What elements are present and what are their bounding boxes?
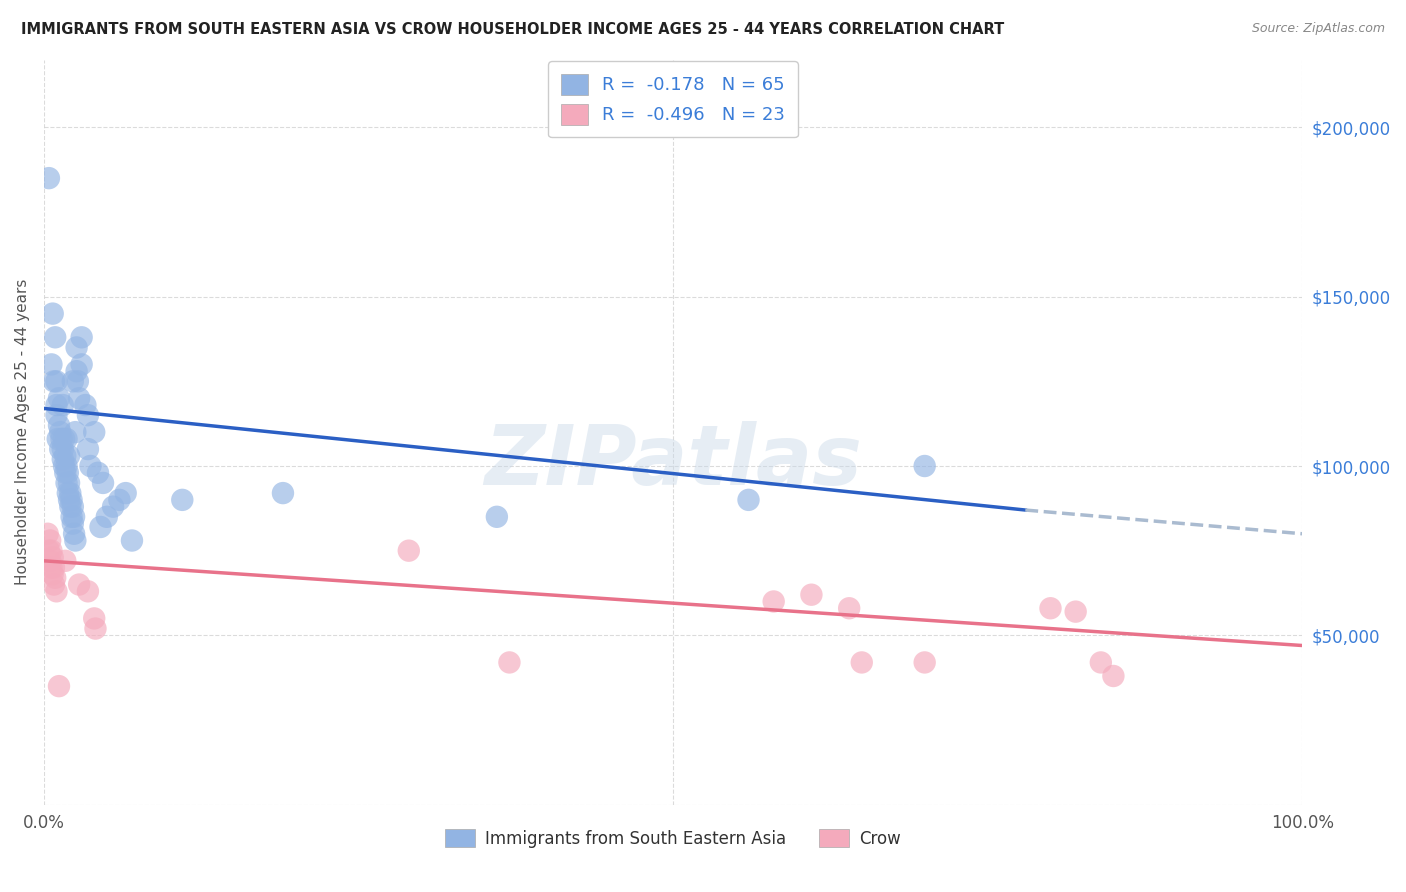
Point xyxy=(42,577,65,591)
Point xyxy=(62,500,84,514)
Point xyxy=(55,475,77,490)
Point xyxy=(485,509,508,524)
Point xyxy=(39,554,62,568)
Point xyxy=(1090,656,1112,670)
Point xyxy=(762,594,785,608)
Point xyxy=(53,466,76,480)
Point xyxy=(58,475,80,490)
Point xyxy=(52,442,75,456)
Point xyxy=(48,418,70,433)
Point xyxy=(41,358,63,372)
Point xyxy=(59,486,82,500)
Point xyxy=(77,442,100,456)
Point xyxy=(58,449,80,463)
Point xyxy=(55,458,77,473)
Point xyxy=(77,584,100,599)
Point xyxy=(79,458,101,473)
Point xyxy=(49,442,72,456)
Legend: R =  -0.178   N = 65, R =  -0.496   N = 23: R = -0.178 N = 65, R = -0.496 N = 23 xyxy=(548,62,797,137)
Point xyxy=(42,560,65,574)
Point xyxy=(52,452,75,467)
Point xyxy=(65,533,87,548)
Point xyxy=(398,543,420,558)
Point xyxy=(63,509,86,524)
Point xyxy=(737,492,759,507)
Point xyxy=(58,492,80,507)
Point xyxy=(108,492,131,507)
Point xyxy=(498,656,520,670)
Point xyxy=(49,425,72,439)
Point xyxy=(45,375,67,389)
Point xyxy=(838,601,860,615)
Text: ZIPatlas: ZIPatlas xyxy=(484,421,862,502)
Point xyxy=(53,554,76,568)
Point xyxy=(53,449,76,463)
Point xyxy=(75,398,97,412)
Point xyxy=(66,375,89,389)
Point xyxy=(65,425,87,439)
Point xyxy=(83,425,105,439)
Point xyxy=(1064,605,1087,619)
Point xyxy=(60,492,83,507)
Point xyxy=(46,432,69,446)
Point xyxy=(41,307,63,321)
Text: Source: ZipAtlas.com: Source: ZipAtlas.com xyxy=(1251,22,1385,36)
Text: IMMIGRANTS FROM SOUTH EASTERN ASIA VS CROW HOUSEHOLDER INCOME AGES 25 - 44 YEARS: IMMIGRANTS FROM SOUTH EASTERN ASIA VS CR… xyxy=(21,22,1004,37)
Point xyxy=(41,560,63,574)
Point xyxy=(91,475,114,490)
Point xyxy=(41,543,63,558)
Point xyxy=(45,398,67,412)
Point xyxy=(60,509,83,524)
Point xyxy=(77,408,100,422)
Point xyxy=(62,375,84,389)
Point xyxy=(1039,601,1062,615)
Point xyxy=(38,543,60,558)
Point xyxy=(67,577,90,591)
Point xyxy=(87,466,110,480)
Point xyxy=(851,656,873,670)
Point xyxy=(70,330,93,344)
Point xyxy=(41,567,63,582)
Point xyxy=(70,358,93,372)
Point xyxy=(37,526,59,541)
Point xyxy=(83,611,105,625)
Point xyxy=(44,330,66,344)
Point xyxy=(53,458,76,473)
Point xyxy=(45,408,67,422)
Point xyxy=(59,500,82,514)
Point xyxy=(271,486,294,500)
Point xyxy=(800,588,823,602)
Point xyxy=(101,500,124,514)
Point xyxy=(67,391,90,405)
Y-axis label: Householder Income Ages 25 - 44 years: Householder Income Ages 25 - 44 years xyxy=(15,279,30,585)
Point xyxy=(52,398,75,412)
Point xyxy=(63,526,86,541)
Point xyxy=(56,466,79,480)
Point xyxy=(44,571,66,585)
Point xyxy=(42,375,65,389)
Point xyxy=(53,432,76,446)
Point xyxy=(38,171,60,186)
Point xyxy=(89,520,111,534)
Point xyxy=(56,486,79,500)
Point xyxy=(84,622,107,636)
Point xyxy=(65,341,87,355)
Point xyxy=(62,516,84,531)
Point xyxy=(48,679,70,693)
Point xyxy=(914,458,936,473)
Point xyxy=(121,533,143,548)
Point xyxy=(114,486,136,500)
Point xyxy=(65,364,87,378)
Point xyxy=(51,432,73,446)
Point xyxy=(172,492,194,507)
Point xyxy=(39,533,62,548)
Point xyxy=(1102,669,1125,683)
Point xyxy=(914,656,936,670)
Point xyxy=(45,584,67,599)
Point xyxy=(55,432,77,446)
Point xyxy=(41,550,63,565)
Point xyxy=(48,391,70,405)
Point xyxy=(96,509,118,524)
